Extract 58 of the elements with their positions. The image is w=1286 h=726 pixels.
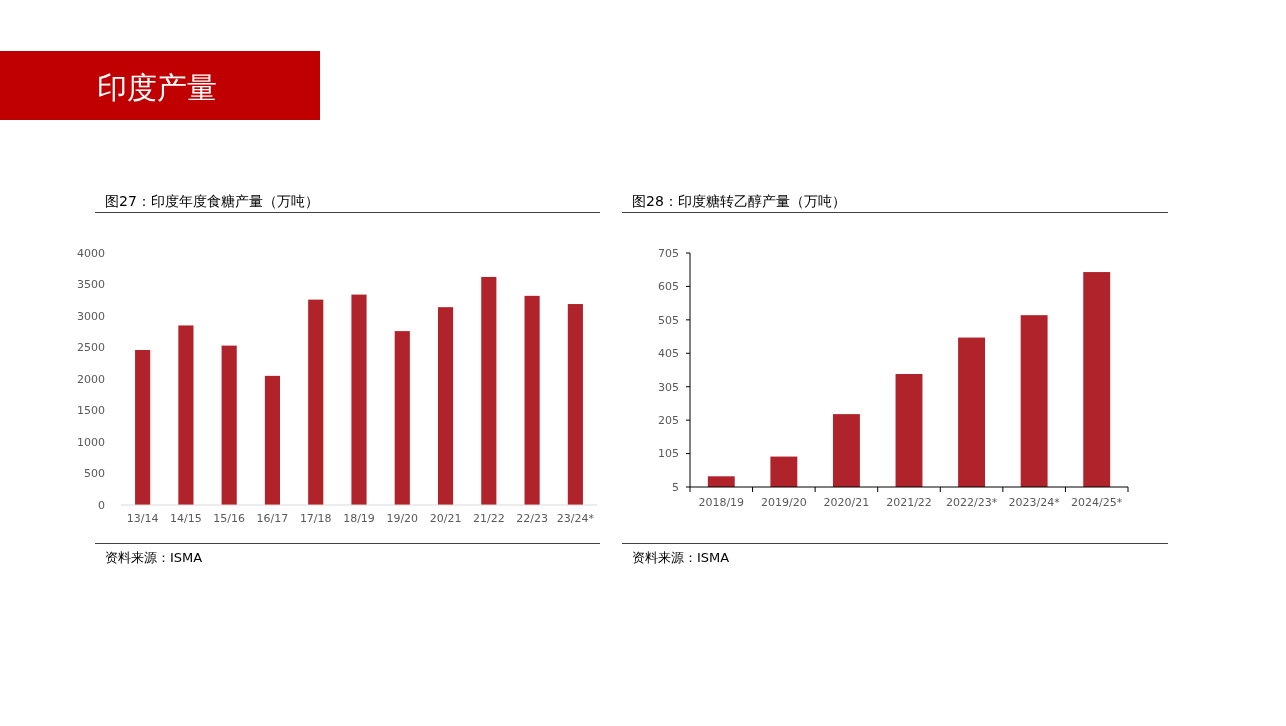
bar <box>832 414 860 487</box>
y-tick-label: 105 <box>658 447 679 461</box>
text: 印度产量 <box>97 70 217 105</box>
x-tick-label: 22/23 <box>516 512 548 525</box>
text: 资料来源：ISMA <box>632 550 730 565</box>
bar <box>770 456 798 487</box>
bar <box>178 325 194 505</box>
bar <box>1083 272 1111 487</box>
bar <box>437 307 454 505</box>
text: 资料来源：ISMA <box>105 550 203 565</box>
x-tick-label: 15/16 <box>213 512 246 525</box>
x-tick-label: 17/18 <box>299 512 332 525</box>
x-tick-label: 20/21 <box>429 512 462 525</box>
bar <box>264 375 281 505</box>
y-tick-label: 305 <box>658 380 679 394</box>
bar <box>135 350 151 505</box>
bar <box>481 276 497 505</box>
y-tick-label: 500 <box>84 467 105 481</box>
x-tick-label: 2024/25* <box>1071 496 1123 509</box>
bar <box>567 304 583 505</box>
x-tick-label: 2023/24* <box>1008 496 1061 509</box>
chart-title: 图27：印度年度食糖产量（万吨） <box>105 193 319 209</box>
y-tick-label: 4000 <box>77 246 105 260</box>
x-tick-label: 13/14 <box>126 512 159 525</box>
x-tick-label: 19/20 <box>386 512 419 525</box>
y-tick-label: 1000 <box>77 435 105 449</box>
x-tick-label: 2018/19 <box>698 496 745 509</box>
bar <box>221 345 237 505</box>
x-tick-label: 14/15 <box>170 512 202 525</box>
y-tick-label: 0 <box>98 498 105 512</box>
x-tick-label: 2022/23* <box>945 496 998 509</box>
bar <box>895 374 923 487</box>
x-tick-label: 18/19 <box>343 512 375 525</box>
y-tick-label: 5 <box>672 480 679 494</box>
x-tick-label: 2019/20 <box>761 496 807 509</box>
bar <box>958 337 986 487</box>
y-tick-label: 705 <box>658 246 679 260</box>
y-tick-label: 205 <box>658 413 679 427</box>
y-tick-label: 405 <box>658 347 679 361</box>
bar <box>351 294 367 505</box>
bar <box>1020 315 1048 487</box>
bar <box>308 299 324 505</box>
y-tick-label: 1500 <box>77 404 105 418</box>
chart-title: 图28：印度糖转乙醇产量（万吨） <box>632 193 846 209</box>
bar <box>394 331 410 505</box>
y-tick-label: 3000 <box>77 309 105 323</box>
y-tick-label: 2500 <box>77 341 105 355</box>
x-tick-label: 21/22 <box>472 512 505 525</box>
x-tick-label: 2020/21 <box>823 496 870 509</box>
y-tick-label: 2000 <box>77 372 105 386</box>
bar <box>524 295 540 505</box>
x-tick-label: 23/24* <box>556 512 595 525</box>
y-tick-label: 505 <box>658 313 679 327</box>
x-tick-label: 16/17 <box>256 512 289 525</box>
bar <box>707 476 735 487</box>
x-tick-label: 2021/22 <box>886 496 932 509</box>
y-tick-label: 3500 <box>77 278 105 292</box>
y-tick-label: 605 <box>658 280 679 294</box>
